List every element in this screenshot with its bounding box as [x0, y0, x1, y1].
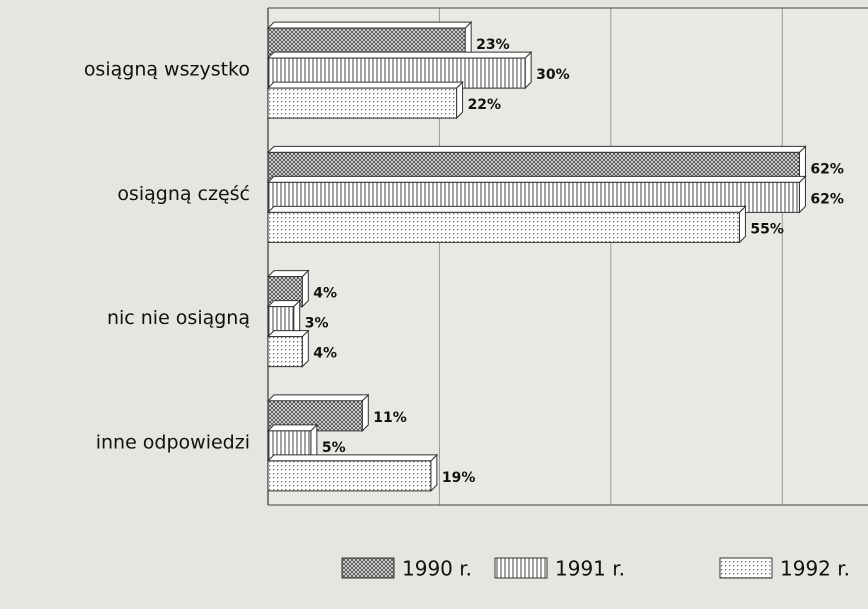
bar-top: [266, 51, 533, 59]
value-label: 4%: [313, 286, 337, 302]
bar-top: [266, 81, 464, 89]
value-label: 4%: [313, 346, 337, 362]
value-label: 62%: [810, 161, 844, 177]
bar: [267, 460, 432, 492]
value-label: 30%: [536, 67, 570, 83]
category-label: osiągną wszystko: [84, 59, 250, 81]
bar-top: [266, 270, 310, 278]
bar-top: [266, 394, 370, 402]
value-label: 5%: [322, 440, 346, 456]
bar-top: [266, 454, 439, 462]
legend-label: 1990 r.: [402, 557, 472, 581]
value-label: 23%: [476, 37, 510, 53]
legend-swatch: [719, 557, 773, 579]
bar: [267, 211, 740, 243]
legend-swatch: [341, 557, 395, 579]
value-label: 11%: [373, 410, 407, 426]
legend-label: 1991 r.: [555, 557, 625, 581]
category-label: osiągną część: [117, 183, 250, 205]
value-label: 62%: [810, 191, 844, 207]
category-label: nic nie osiągną: [107, 307, 250, 329]
bar-top: [266, 21, 473, 29]
bar-top: [266, 300, 301, 308]
value-label: 3%: [305, 316, 329, 332]
legend-swatch: [494, 557, 548, 579]
bar-top: [266, 175, 807, 183]
bar: [267, 336, 303, 368]
bar-top: [266, 424, 319, 432]
bar-top: [266, 330, 310, 338]
value-label: 19%: [442, 470, 476, 486]
bar-top: [266, 205, 747, 213]
bar: [267, 87, 458, 119]
bar-top: [266, 145, 807, 153]
legend-label: 1992 r.: [780, 557, 850, 581]
value-label: 55%: [750, 221, 784, 237]
value-label: 22%: [468, 97, 502, 113]
category-label: inne odpowiedzi: [96, 431, 250, 453]
